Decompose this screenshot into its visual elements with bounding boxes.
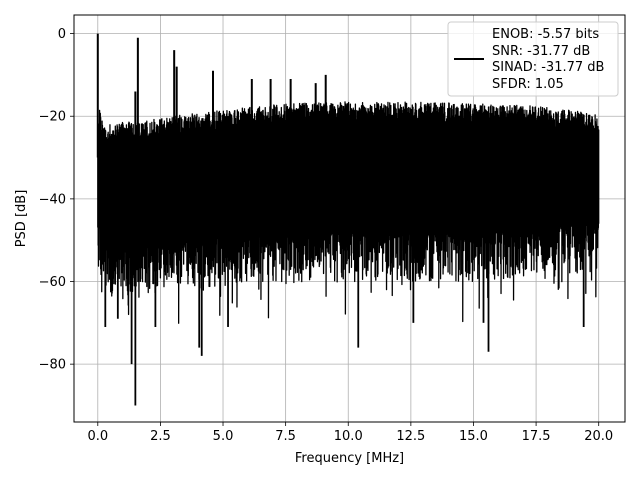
y-tick-label: −20 <box>39 110 66 125</box>
plot-frame <box>73 14 626 423</box>
x-tick-label: 2.5 <box>150 429 171 444</box>
y-tick-label: −40 <box>39 192 66 207</box>
x-tick-label: 7.5 <box>275 429 296 444</box>
y-tick-label: −80 <box>39 358 66 373</box>
x-axis-label: Frequency [MHz] <box>295 451 404 466</box>
legend-entry-sfdr: SFDR: 1.05 <box>492 77 564 92</box>
x-tick-label: 5.0 <box>213 429 234 444</box>
x-tick-label: 10.0 <box>334 429 363 444</box>
y-tick-label: 0 <box>58 27 66 42</box>
y-axis-ticks: 0 −20 −40 −60 −80 <box>39 27 74 373</box>
x-axis-ticks: 0.0 2.5 5.0 7.5 10.0 12.5 15.0 17.5 20.0 <box>87 422 613 444</box>
y-tick-label: −60 <box>39 275 66 290</box>
legend: ENOB: -5.57 bits SNR: -31.77 dB SINAD: -… <box>447 21 619 97</box>
legend-box <box>447 21 619 97</box>
legend-entry-sinad: SINAD: -31.77 dB <box>492 60 604 75</box>
legend-entry-snr: SNR: -31.77 dB <box>492 44 590 59</box>
x-tick-label: 20.0 <box>584 429 613 444</box>
x-tick-label: 12.5 <box>396 429 425 444</box>
psd-trace <box>97 101 600 324</box>
x-tick-label: 0.0 <box>87 429 108 444</box>
x-tick-label: 15.0 <box>459 429 488 444</box>
legend-entry-enob: ENOB: -5.57 bits <box>492 27 599 42</box>
x-tick-label: 17.5 <box>522 429 551 444</box>
psd-series <box>96 33 600 406</box>
y-axis-label: PSD [dB] <box>14 190 29 248</box>
plot-area <box>96 33 600 406</box>
